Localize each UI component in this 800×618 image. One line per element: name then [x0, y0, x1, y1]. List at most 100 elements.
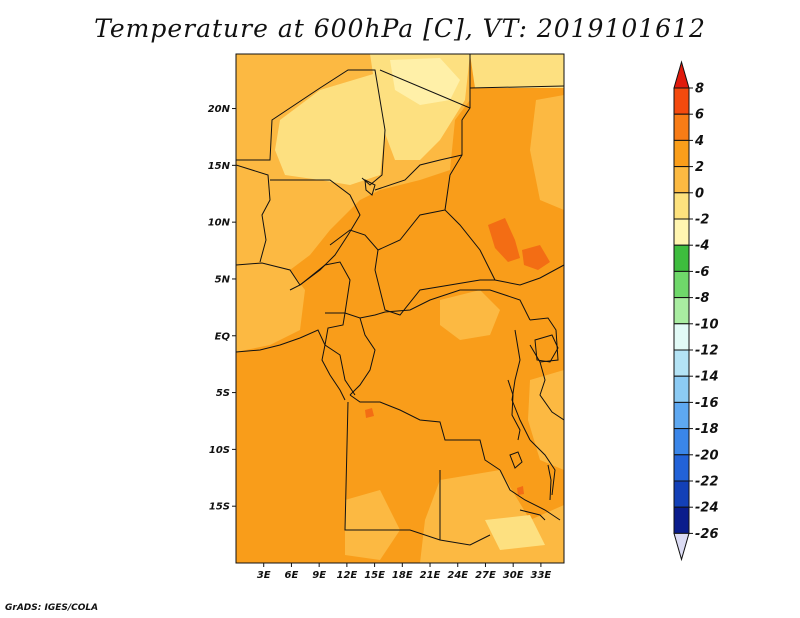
border-line — [469, 85, 564, 89]
field-0-to-2-central — [440, 290, 500, 340]
longitude-axis: 3E 6E 9E 12E 15E 18E 21E 24E 27E 30E 33E — [257, 563, 552, 581]
colorbar-box — [673, 192, 690, 220]
lon-tick-label: 9E — [312, 570, 326, 581]
colorbar-box — [673, 454, 690, 482]
temperature-field — [236, 54, 564, 563]
lat-tick-label: 15N — [208, 161, 231, 172]
colorbar-box — [673, 139, 690, 168]
colorbar-over-arrow — [673, 60, 690, 89]
colorbar-label: -20 — [695, 448, 719, 463]
colorbar-under-arrow — [673, 532, 690, 562]
colorbar-label: 2 — [695, 160, 704, 175]
lon-tick-label: 30E — [503, 570, 524, 581]
lon-tick-label: 27E — [475, 570, 496, 581]
grads-credit: GrADS: IGES/COLA — [5, 603, 99, 613]
lat-tick-label: 20N — [208, 104, 231, 115]
colorbar-label: -18 — [695, 422, 719, 437]
border-line — [349, 394, 501, 471]
border-line — [444, 154, 564, 286]
border-line — [236, 337, 301, 353]
border-line — [529, 439, 556, 496]
colorbar-label: 0 — [695, 186, 704, 201]
lon-tick-label: 12E — [336, 570, 357, 581]
border-line — [236, 164, 271, 263]
lon-tick-label: 3E — [257, 570, 271, 581]
colorbar-label: -4 — [695, 239, 709, 254]
field-4-to-6-patch-4 — [517, 486, 524, 495]
border-line — [236, 69, 386, 186]
lake-small — [509, 451, 523, 469]
border-line — [374, 249, 495, 316]
colorbar-label: -22 — [695, 475, 719, 490]
colorbar-box — [673, 87, 690, 115]
border-line — [349, 317, 376, 396]
lon-tick-label: 21E — [420, 570, 441, 581]
colorbar-label: -2 — [695, 213, 709, 228]
field-4-to-6-patch-3 — [365, 408, 374, 418]
field-0-to-2-east — [530, 95, 564, 210]
border-line — [374, 69, 471, 191]
colorbar-label: -24 — [695, 501, 719, 516]
field-minus2-to-0-corner — [470, 54, 564, 88]
colorbar-label: 6 — [695, 108, 704, 123]
colorbar-label: -10 — [695, 317, 719, 332]
lake-small — [519, 509, 546, 521]
colorbar-box — [673, 166, 690, 194]
field-minus2-to-0-sahara — [275, 72, 385, 185]
colorbar-label: 4 — [694, 134, 704, 149]
border-line — [539, 361, 564, 421]
field-0-to-2-southeast — [528, 370, 564, 470]
colorbar-label: 8 — [695, 82, 704, 97]
lakes — [364, 179, 559, 521]
lat-tick-label: EQ — [215, 331, 231, 342]
lat-tick-label: 10N — [208, 218, 231, 229]
chart-title: Temperature at 600hPa [C], VT: 201910161… — [94, 14, 706, 43]
colorbar-label: -12 — [695, 344, 719, 359]
lon-tick-label: 15E — [364, 570, 385, 581]
colorbar: 8 6 4 2 0 -2 -4 -6 -8 -10 -12 -14 -16 -18 -20 -22 -24 -26 — [673, 60, 719, 562]
colorbar-box — [673, 506, 690, 534]
border-line — [299, 261, 351, 314]
field-4-to-6-patch-2 — [522, 245, 550, 270]
field-below-minus2 — [390, 58, 460, 105]
lake-tanganyika — [507, 379, 521, 441]
colorbar-box — [673, 375, 690, 403]
colorbar-box — [673, 270, 690, 299]
lon-tick-label: 6E — [285, 570, 299, 581]
colorbar-box — [673, 428, 690, 456]
colorbar-box — [673, 349, 690, 377]
lon-tick-label: 33E — [531, 570, 552, 581]
lat-tick-label: 5N — [215, 274, 231, 285]
lon-tick-label: 24E — [447, 570, 468, 581]
lon-tick-label: 18E — [392, 570, 413, 581]
field-0-to-2-angola — [345, 490, 400, 560]
lake-malawi — [547, 464, 552, 501]
colorbar-label: -26 — [695, 527, 719, 542]
border-line — [236, 262, 301, 286]
border-line — [499, 469, 561, 521]
colorbar-box — [673, 244, 690, 272]
country-borders — [236, 54, 564, 546]
colorbar-label: -8 — [695, 291, 709, 306]
lat-tick-label: 5S — [216, 388, 230, 399]
field-0-to-2-west — [236, 262, 305, 352]
field-minus2-to-0-south-edge — [485, 515, 545, 550]
colorbar-box — [673, 323, 690, 351]
border-line — [344, 401, 491, 546]
border-line — [511, 329, 531, 441]
lake-victoria — [534, 334, 559, 363]
field-4-to-6-patch-1 — [488, 218, 520, 262]
lat-tick-label: 10S — [209, 445, 230, 456]
colorbar-box — [673, 480, 690, 508]
border-line — [384, 289, 531, 321]
colorbar-label: -6 — [695, 265, 709, 280]
latitude-axis: 20N 15N 10N 5N EQ 5S 10S 15S — [208, 104, 236, 513]
lake-chad — [364, 179, 376, 196]
colorbar-label: -14 — [695, 370, 719, 385]
colorbar-box — [673, 297, 690, 325]
colorbar-box — [673, 113, 690, 141]
colorbar-box — [673, 401, 690, 430]
colorbar-box — [673, 218, 690, 246]
border-line — [299, 329, 346, 401]
